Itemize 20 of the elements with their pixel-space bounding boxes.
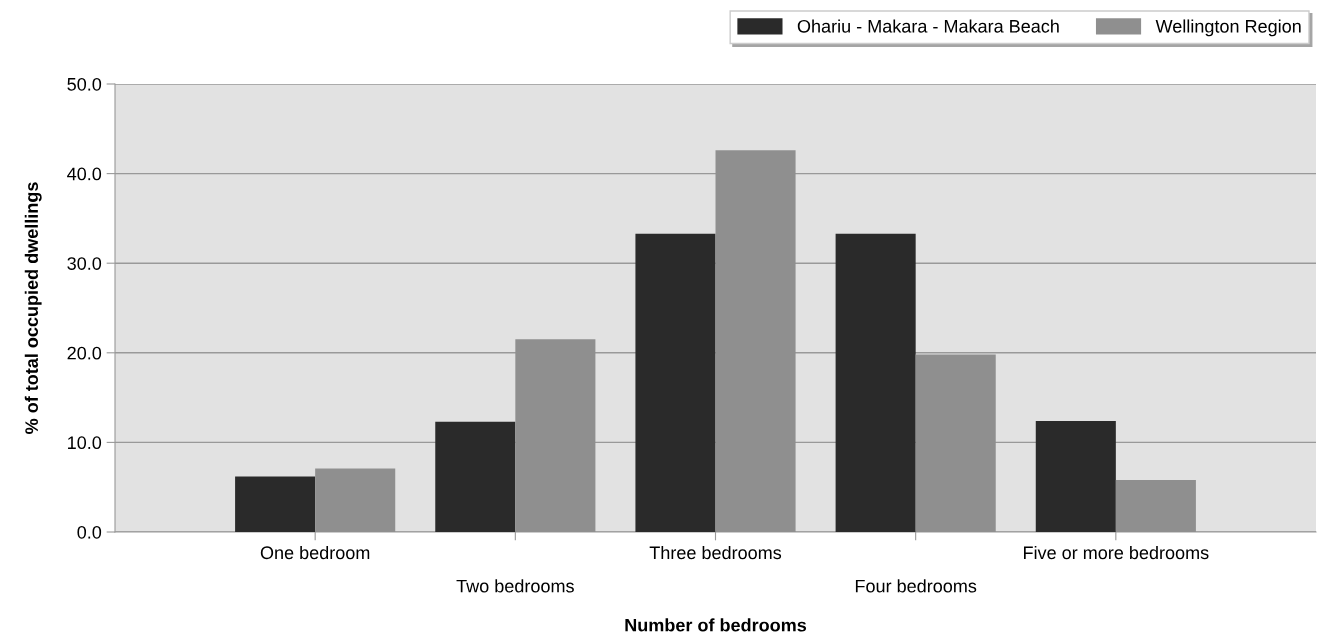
y-tick-label: 40.0 [67,167,102,181]
x-tick-label: Two bedrooms [456,579,574,593]
bar [835,233,916,532]
legend-label: Ohariu - Makara - Makara Beach [797,19,1059,33]
legend-label: Wellington Region [1155,19,1301,37]
y-tick-label: 0.0 [77,525,102,539]
x-tick-label: Five or more bedrooms [1024,545,1209,560]
bar [235,476,316,532]
y-tick-label: 30.0 [67,257,102,270]
bar [635,233,716,532]
y-tick-label: 50.0 [67,77,102,91]
y-axis-title: % of total occupied dwellings [24,182,42,434]
x-tick-label: Three bedrooms [649,545,782,560]
bar [1035,420,1116,532]
x-tick-label: Four bedrooms [855,579,977,593]
bar [435,421,516,532]
y-tick-label: 10.0 [68,436,102,450]
x-axis-title: Number of bedrooms [625,618,807,632]
x-tick-label: One bedroom [260,545,370,560]
y-tick-label: 20.0 [67,346,102,360]
